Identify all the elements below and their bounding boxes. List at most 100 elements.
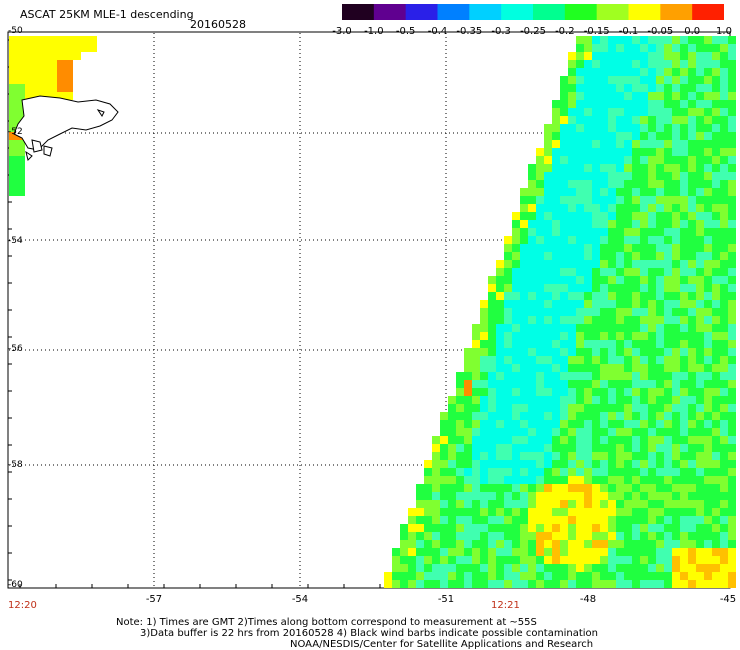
swath-cell <box>520 508 528 516</box>
swath-cell <box>600 580 608 588</box>
swath-cell <box>632 356 640 364</box>
swath-cell <box>624 372 632 380</box>
swath-cell <box>432 532 440 540</box>
swath-cell <box>568 60 576 68</box>
swath-cell <box>672 204 680 212</box>
swath-cell <box>624 324 632 332</box>
swath-cell <box>688 340 696 348</box>
swath-cell <box>600 172 608 180</box>
swath-cell <box>504 580 512 588</box>
swath-cell <box>448 396 456 404</box>
swath-cell <box>472 532 480 540</box>
swath-cell <box>624 44 632 52</box>
swath-cell <box>576 84 584 92</box>
swath-cell <box>704 428 712 436</box>
swath-cell <box>568 516 576 524</box>
swath-cell <box>560 396 568 404</box>
swath-cell <box>472 388 480 396</box>
swath-cell <box>648 372 656 380</box>
swath-cell <box>656 436 664 444</box>
swath-cell <box>568 380 576 388</box>
swath-cell <box>624 212 632 220</box>
swath-cell <box>712 564 720 572</box>
map-title: ASCAT 25KM MLE-1 descending <box>20 8 194 21</box>
swath-cell <box>488 500 496 508</box>
swath-cell <box>576 148 584 156</box>
swath-cell <box>592 476 600 484</box>
swath-cell <box>704 100 712 108</box>
swath-cell <box>440 540 448 548</box>
swath-cell <box>672 276 680 284</box>
swath-cell <box>672 100 680 108</box>
swath-cell <box>504 284 512 292</box>
swath-cell <box>720 404 728 412</box>
swath-cell <box>640 220 648 228</box>
swath-cell <box>680 276 688 284</box>
swath-cell <box>696 420 704 428</box>
swath-cell <box>616 92 624 100</box>
swath-cell <box>688 308 696 316</box>
swath-cell <box>536 372 544 380</box>
swath-cell <box>424 460 432 468</box>
swath-cell <box>568 92 576 100</box>
swath-cell <box>632 60 640 68</box>
swath-cell <box>720 508 728 516</box>
swath-cell <box>680 252 688 260</box>
swath-cell <box>640 188 648 196</box>
swath-cell <box>608 388 616 396</box>
swath-cell <box>688 244 696 252</box>
swath-cell <box>616 300 624 308</box>
swath-cell <box>648 460 656 468</box>
swath-cell <box>648 52 656 60</box>
swath-cell <box>464 572 472 580</box>
swath-cell <box>680 340 688 348</box>
swath-cell <box>520 228 528 236</box>
swath-cell <box>672 244 680 252</box>
swath-cell <box>696 340 704 348</box>
swath-cell <box>528 364 536 372</box>
swath-cell <box>728 212 736 220</box>
swath-cell <box>648 172 656 180</box>
swath-cell <box>520 452 528 460</box>
swath-cell <box>704 492 712 500</box>
lat-label-50: -50 <box>8 26 23 36</box>
swath-cell <box>600 364 608 372</box>
swath-cell <box>560 156 568 164</box>
swath-cell <box>632 316 640 324</box>
swath-cell <box>528 420 536 428</box>
swath-cell <box>512 396 520 404</box>
swath-cell <box>576 212 584 220</box>
swath-cell <box>568 340 576 348</box>
patch-cell <box>33 68 41 76</box>
swath-cell <box>696 84 704 92</box>
swath-cell <box>576 460 584 468</box>
swath-cell <box>600 308 608 316</box>
swath-cell <box>600 236 608 244</box>
swath-cell <box>728 372 736 380</box>
swath-cell <box>488 572 496 580</box>
swath-cell <box>656 276 664 284</box>
swath-cell <box>512 332 520 340</box>
swath-cell <box>648 404 656 412</box>
swath-cell <box>552 100 560 108</box>
swath-cell <box>432 476 440 484</box>
lat-label-60: -60 <box>8 580 23 590</box>
patch-cell <box>9 124 17 132</box>
swath-cell <box>720 44 728 52</box>
swath-cell <box>504 452 512 460</box>
swath-cell <box>688 364 696 372</box>
swath-cell <box>560 468 568 476</box>
swath-cell <box>672 340 680 348</box>
swath-cell <box>584 460 592 468</box>
swath-cell <box>664 420 672 428</box>
swath-cell <box>640 308 648 316</box>
swath-cell <box>592 572 600 580</box>
swath-cell <box>576 500 584 508</box>
swath-cell <box>592 244 600 252</box>
swath-cell <box>688 100 696 108</box>
swath-cell <box>568 484 576 492</box>
swath-cell <box>504 276 512 284</box>
swath-cell <box>656 532 664 540</box>
swath-cell <box>592 292 600 300</box>
swath-cell <box>672 124 680 132</box>
